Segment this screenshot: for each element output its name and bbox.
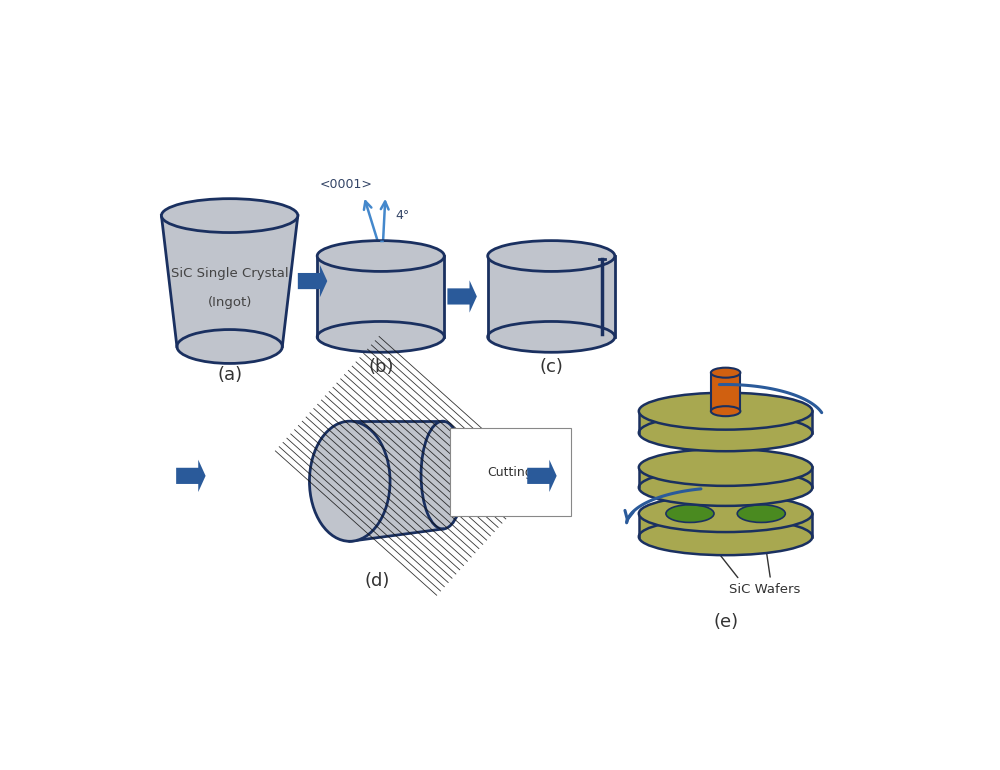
Ellipse shape (317, 240, 444, 271)
Polygon shape (639, 467, 812, 487)
Text: (a): (a) (217, 366, 242, 384)
Ellipse shape (488, 240, 615, 271)
Text: SiC Wafers: SiC Wafers (729, 583, 800, 595)
Ellipse shape (317, 322, 444, 353)
Ellipse shape (488, 322, 615, 353)
Polygon shape (711, 373, 740, 411)
Ellipse shape (639, 469, 812, 506)
Ellipse shape (639, 518, 812, 555)
Polygon shape (639, 514, 812, 537)
Text: 4°: 4° (395, 209, 410, 223)
Ellipse shape (309, 421, 390, 541)
Text: (d): (d) (364, 572, 390, 591)
Ellipse shape (421, 421, 464, 529)
Ellipse shape (711, 367, 740, 377)
Ellipse shape (737, 505, 785, 523)
Text: <0001>: <0001> (319, 178, 372, 191)
Polygon shape (161, 216, 298, 346)
Text: Cutting: Cutting (488, 466, 533, 478)
Text: (c): (c) (539, 358, 563, 377)
Polygon shape (350, 421, 443, 541)
Polygon shape (488, 256, 615, 337)
Ellipse shape (639, 414, 812, 451)
Ellipse shape (639, 393, 812, 430)
Text: (e): (e) (713, 613, 738, 631)
Ellipse shape (666, 505, 714, 523)
Text: (Ingot): (Ingot) (207, 296, 252, 309)
Ellipse shape (711, 407, 740, 416)
Polygon shape (447, 280, 477, 313)
Text: SiC Single Crystal: SiC Single Crystal (171, 267, 288, 280)
Text: (b): (b) (368, 358, 394, 377)
Polygon shape (639, 411, 812, 433)
Ellipse shape (639, 449, 812, 486)
Polygon shape (527, 460, 557, 492)
Polygon shape (176, 460, 206, 492)
Ellipse shape (161, 199, 298, 233)
Polygon shape (298, 265, 327, 297)
Ellipse shape (177, 330, 282, 363)
Ellipse shape (639, 495, 812, 532)
Polygon shape (317, 256, 444, 337)
